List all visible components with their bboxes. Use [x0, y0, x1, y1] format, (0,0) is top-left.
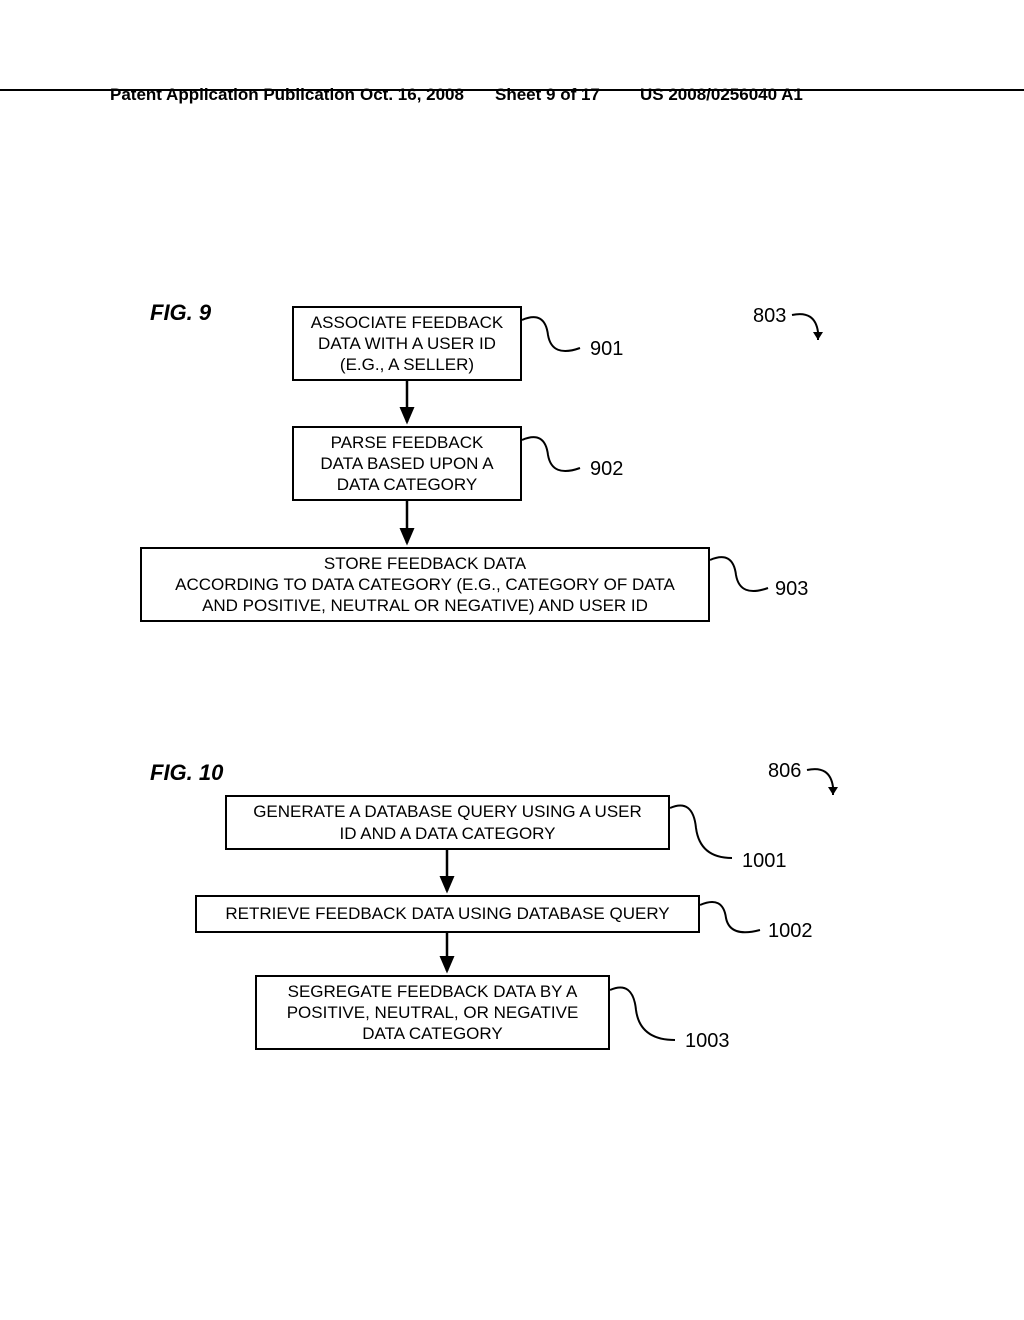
- fig10-box-3: SEGREGATE FEEDBACK DATA BY A POSITIVE, N…: [255, 975, 610, 1050]
- figure-9-label: FIG. 9: [150, 300, 211, 326]
- publication-number: US 2008/0256040 A1: [640, 85, 803, 105]
- figure-10-label: FIG. 10: [150, 760, 223, 786]
- fig10-box-1: GENERATE A DATABASE QUERY USING A USER I…: [225, 795, 670, 850]
- publication-label: Patent Application Publication: [110, 85, 355, 105]
- fig9-box-1: ASSOCIATE FEEDBACK DATA WITH A USER ID (…: [292, 306, 522, 381]
- fig9-box-3: STORE FEEDBACK DATA ACCORDING TO DATA CA…: [140, 547, 710, 622]
- page-header: Patent Application Publication Oct. 16, …: [0, 85, 1024, 91]
- page: Patent Application Publication Oct. 16, …: [0, 0, 1024, 1320]
- fig10-box-2: RETRIEVE FEEDBACK DATA USING DATABASE QU…: [195, 895, 700, 933]
- ref-903: 903: [775, 578, 808, 601]
- ref-806: 806: [768, 760, 801, 783]
- connectors-overlay: [0, 0, 1024, 1320]
- ref-902: 902: [590, 458, 623, 481]
- fig9-box-2: PARSE FEEDBACK DATA BASED UPON A DATA CA…: [292, 426, 522, 501]
- ref-803: 803: [753, 305, 786, 328]
- ref-1001: 1001: [742, 850, 787, 873]
- publication-date: Oct. 16, 2008: [360, 85, 464, 105]
- ref-1002: 1002: [768, 920, 813, 943]
- ref-1003: 1003: [685, 1030, 730, 1053]
- ref-901: 901: [590, 338, 623, 361]
- sheet-number: Sheet 9 of 17: [495, 85, 600, 105]
